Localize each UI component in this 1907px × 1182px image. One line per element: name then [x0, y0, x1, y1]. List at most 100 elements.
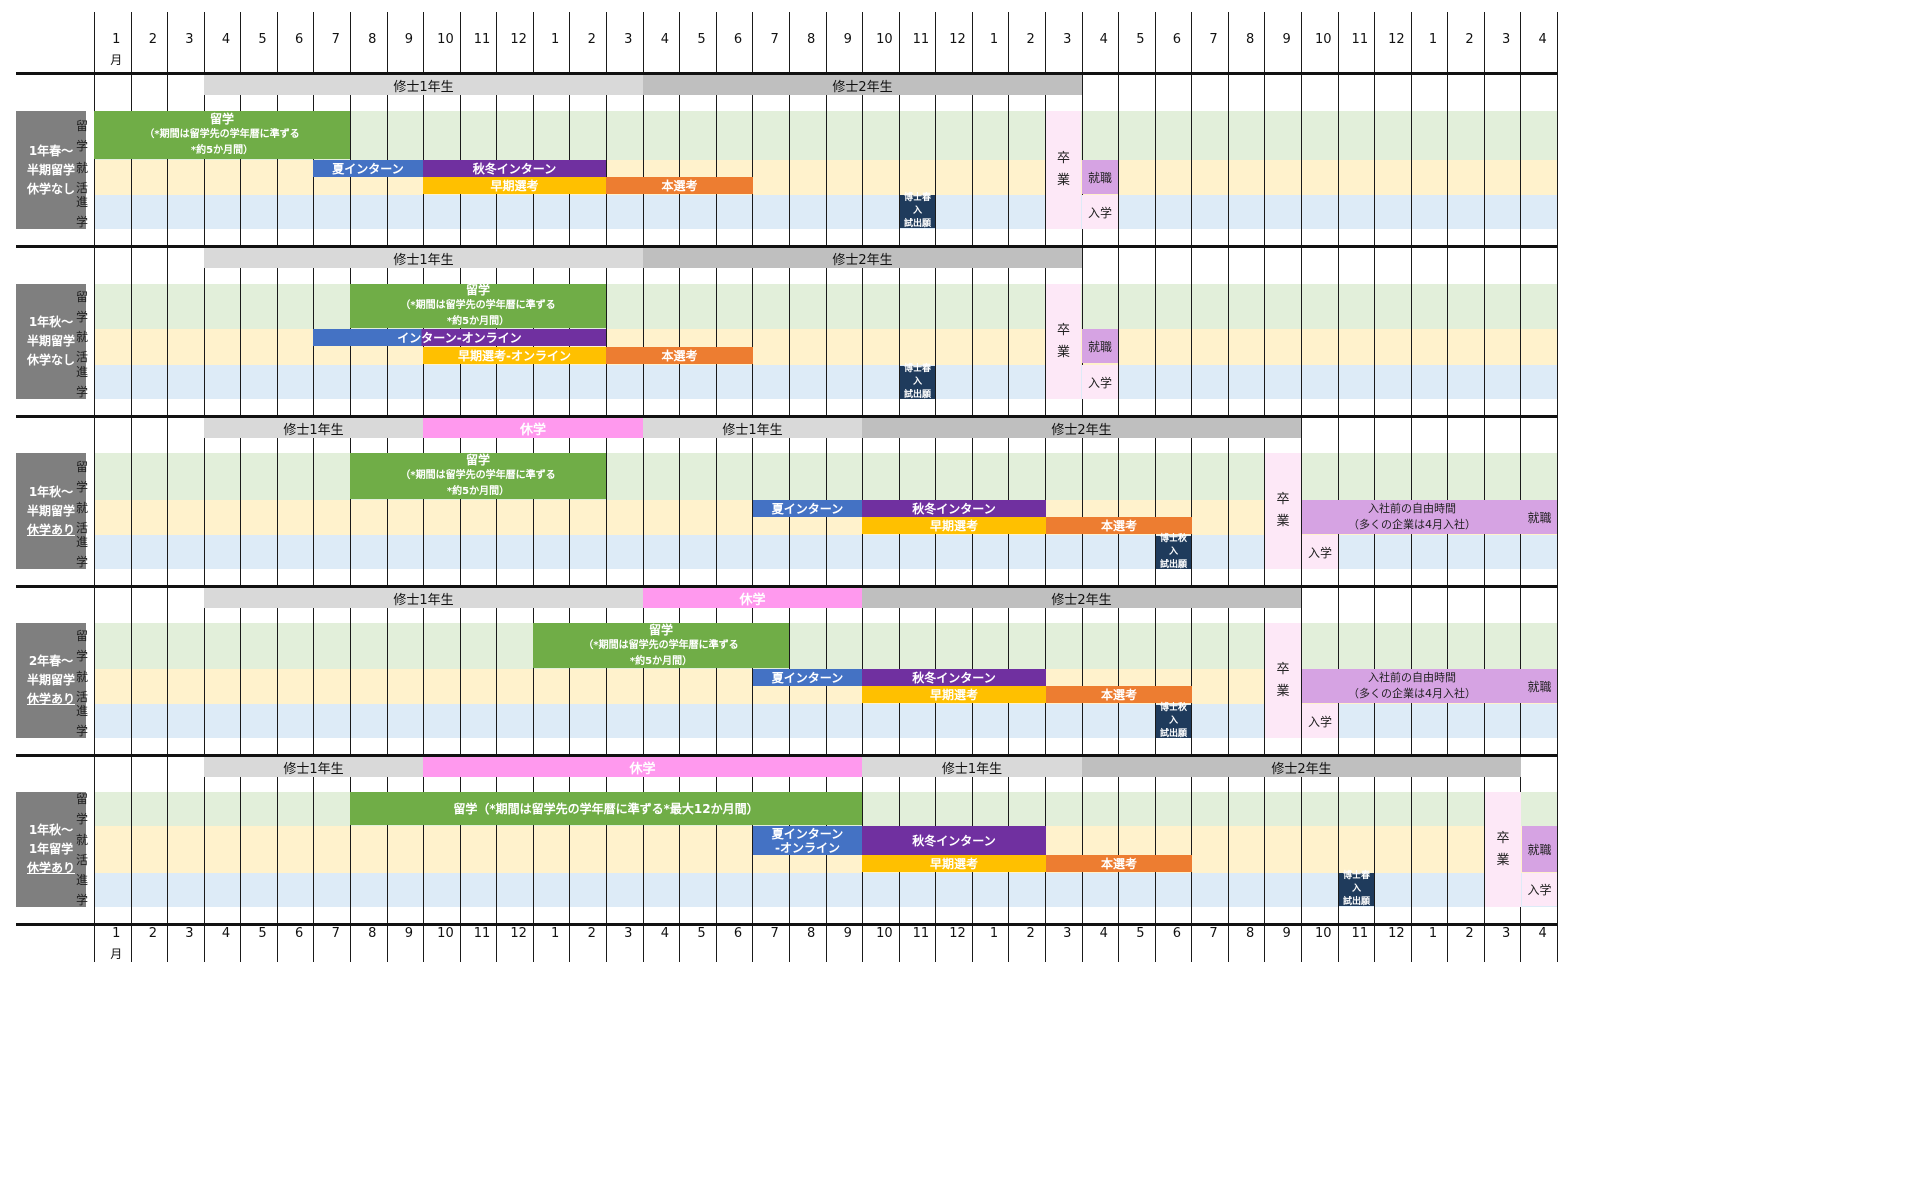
grid-vline	[313, 12, 314, 962]
category-advance: 進学	[75, 535, 88, 569]
year-bar-m1: 修士1年生	[204, 418, 423, 438]
month-label-top: 1	[551, 32, 560, 47]
band-advance	[94, 365, 1557, 399]
graduation-cell: 卒業	[1265, 623, 1301, 738]
year-bar-m1: 修士1年生	[204, 75, 643, 95]
month-label-bottom: 9	[843, 926, 852, 941]
month-label-bottom: 4	[1099, 926, 1108, 941]
row-separator	[16, 754, 1557, 757]
grid-vline	[1228, 12, 1229, 962]
grid-vline	[1411, 12, 1412, 962]
summer-intern-bar: 夏インターン	[753, 500, 862, 517]
month-label-bottom: 2	[148, 926, 157, 941]
leave-bar: 休学	[423, 757, 862, 777]
month-label-bottom: 4	[221, 926, 231, 941]
grid-vline	[1118, 12, 1119, 962]
month-label-bottom: 12	[949, 926, 966, 941]
grid-vline	[972, 12, 973, 962]
category-study_abroad: 留学	[75, 792, 88, 826]
month-label-bottom: 1	[989, 926, 999, 941]
month-label-top: 3	[1501, 32, 1511, 47]
month-label-top: 8	[807, 32, 816, 47]
month-label-top: 6	[1172, 32, 1182, 47]
month-label-top: 9	[404, 32, 413, 47]
month-label-top: 10	[1314, 32, 1332, 47]
enrollment-cell: 入学	[1302, 704, 1338, 738]
month-label-bottom: 8	[368, 926, 377, 941]
employment-cell: 就職	[1522, 826, 1557, 872]
grid-vline	[1557, 12, 1558, 962]
month-label-top: 6	[295, 32, 304, 47]
grid-vline	[643, 12, 644, 962]
month-label-bottom: 11	[1351, 926, 1369, 941]
grid-vline	[1155, 12, 1156, 962]
month-label-bottom: 2	[587, 926, 596, 941]
graduation-cell: 卒業	[1485, 792, 1521, 907]
month-label-bottom: 3	[185, 926, 194, 941]
category-study_abroad: 留学	[75, 289, 88, 324]
month-label-top: 5	[1136, 32, 1145, 47]
year-bar-m1b: 修士1年生	[862, 757, 1082, 777]
month-label-bottom: 3	[624, 926, 633, 941]
grid-vline	[679, 12, 680, 962]
summer-intern-bar: 夏インターン	[753, 669, 862, 686]
month-label-bottom: 5	[1136, 926, 1145, 941]
category-advance: 進学	[75, 195, 88, 229]
enrollment-cell: 入学	[1082, 195, 1118, 229]
month-label-top: 9	[1282, 32, 1291, 47]
month-label-top: 1	[989, 32, 999, 47]
scenario-label: 2年春～ 半期留学 休学あり	[16, 623, 86, 738]
enrollment-cell: 入学	[1522, 873, 1557, 906]
summer-intern-bar: 夏インターン	[313, 160, 423, 177]
year-bar-m1: 修士1年生	[204, 248, 643, 268]
grid-vline	[1082, 12, 1083, 962]
month-label-bottom: 11	[473, 926, 491, 941]
month-label-top: 2	[587, 32, 596, 47]
month-label-bottom: 1	[551, 926, 560, 941]
month-label-bottom: 1	[112, 926, 121, 941]
month-label-top: 2	[1465, 32, 1474, 47]
grid-vline	[1520, 12, 1521, 962]
graduation-cell: 卒業	[1265, 453, 1301, 569]
year-bar-m2: 修士2年生	[862, 418, 1301, 438]
month-label-bottom: 11	[912, 926, 930, 941]
month-label-top: 8	[1245, 32, 1255, 47]
intern-online-bar: インターン-オンライン	[313, 329, 606, 346]
month-label-top: 2	[148, 32, 157, 47]
month-label-bottom: 3	[1501, 926, 1511, 941]
enrollment-cell: 入学	[1302, 535, 1338, 569]
employment-cell: 就職	[1522, 500, 1557, 534]
month-label-bottom: 6	[295, 926, 304, 941]
year-bar-m1: 修士1年生	[204, 588, 643, 608]
doctoral-application-box: 博士秋入 試出願	[1156, 703, 1191, 739]
month-label-bottom: 7	[331, 926, 340, 941]
month-label-bottom: 10	[437, 926, 454, 941]
autumn-intern-bar: 秋冬インターン	[423, 160, 606, 177]
year-bar-m2: 修士2年生	[862, 588, 1301, 608]
month-label-top: 1	[112, 32, 121, 47]
band-study	[94, 453, 1557, 500]
row-separator	[16, 245, 1557, 248]
month-unit-top: 月	[110, 53, 123, 67]
month-label-top: 5	[697, 32, 706, 47]
month-label-top: 12	[949, 32, 966, 47]
month-label-top: 11	[912, 32, 930, 47]
autumn-intern-bar: 秋冬インターン	[862, 669, 1046, 686]
grid-vline	[1264, 12, 1265, 962]
band-advance	[94, 873, 1557, 907]
month-label-top: 4	[1099, 32, 1108, 47]
study-abroad-bar: 留学 （*期間は留学先の学年暦に準ずる *約5か月間）	[533, 623, 789, 668]
month-label-bottom: 6	[733, 926, 743, 941]
study-abroad-bar: 留学 （*期間は留学先の学年暦に準ずる *約5か月間）	[350, 453, 606, 499]
free-time-bar: 入社前の自由時間 （多くの企業は4月入社）	[1302, 500, 1522, 534]
doctoral-application-box: 博士春入 試出願	[900, 364, 935, 400]
scenario-label: 1年秋～ 1年留学 休学あり	[16, 792, 86, 907]
month-label-bottom: 5	[258, 926, 267, 941]
category-advance: 進学	[75, 873, 88, 907]
month-label-bottom: 7	[1209, 926, 1218, 941]
month-label-top: 7	[1209, 32, 1218, 47]
study-abroad-bar: 留学 （*期間は留学先の学年暦に準ずる *約5か月間）	[94, 111, 350, 159]
month-label-top: 4	[660, 32, 670, 47]
study-abroad-bar: 留学 （*期間は留学先の学年暦に準ずる *約5か月間）	[350, 283, 606, 328]
month-label-bottom: 7	[770, 926, 779, 941]
